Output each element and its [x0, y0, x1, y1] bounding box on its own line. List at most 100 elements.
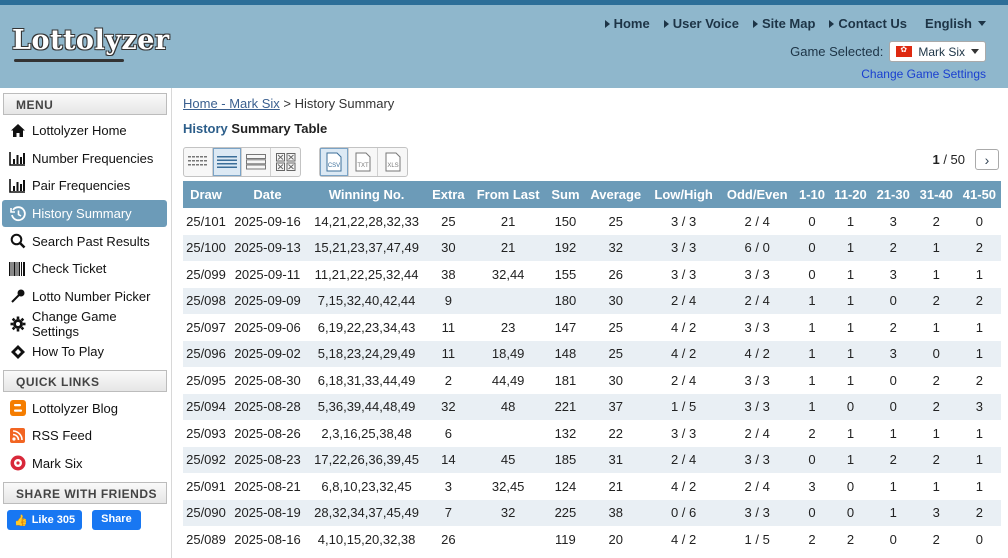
table-header-row: Draw Date Winning No. Extra From Last Sum Aver…	[183, 181, 1001, 208]
change-game-settings-link[interactable]: Change Game Settings	[861, 67, 986, 81]
column-header[interactable]: Extra	[427, 181, 470, 208]
table-cell: 7	[427, 499, 470, 526]
export-csv-button[interactable]: CSV	[320, 148, 349, 176]
top-nav: Home User Voice Site Map Contact Us Engl…	[604, 16, 986, 31]
svg-text:CSV: CSV	[328, 163, 340, 169]
nav-home[interactable]: Home	[604, 16, 650, 31]
table-cell: 1	[829, 261, 872, 288]
table-cell: 1	[957, 420, 1001, 447]
table-row: 25/092 2025-08-23 17,22,26,36,39,45 14 45 185…	[183, 446, 1001, 473]
sidebar-item-search-past-results[interactable]: Search Past Results	[2, 227, 167, 255]
breadcrumb-current: History Summary	[294, 96, 395, 111]
list-view-button[interactable]	[213, 148, 242, 176]
breadcrumb-home-link[interactable]: Home - Mark Six	[183, 96, 280, 111]
logo-text: Lottolyzer	[12, 25, 170, 56]
table-row: 25/099 2025-09-11 11,21,22,25,32,44 38 32,44…	[183, 261, 1001, 288]
table-cell: 30	[584, 287, 648, 314]
sidebar-item-number-frequencies[interactable]: Number Frequencies	[2, 145, 167, 173]
column-header[interactable]: Draw	[183, 181, 229, 208]
table-cell: 1	[794, 367, 830, 394]
table-cell: 2	[957, 234, 1001, 261]
table-cell: 25/094	[183, 393, 229, 420]
nav-contact-us[interactable]: Contact Us	[829, 16, 907, 31]
table-cell: 32,44	[469, 261, 547, 288]
table-cell: 221	[546, 393, 585, 420]
table-cell: 2 / 4	[647, 446, 720, 473]
column-header[interactable]: 31-40	[914, 181, 958, 208]
compact-view-button[interactable]	[184, 148, 213, 176]
game-select-button[interactable]: Mark Six	[889, 41, 986, 62]
table-cell: 15,21,23,37,47,49	[305, 234, 428, 261]
table-cell: 3 / 3	[647, 261, 720, 288]
sidebar-item-change-game-settings[interactable]: Change Game Settings	[2, 309, 167, 339]
table-cell: 1 / 5	[719, 526, 795, 553]
table-cell: 0	[794, 499, 830, 526]
arrow-right-icon	[604, 19, 610, 28]
sidebar-item-rss-feed[interactable]: RSS Feed	[2, 422, 167, 450]
column-header[interactable]: 11-20	[829, 181, 872, 208]
facebook-share-button[interactable]: Share	[92, 510, 141, 531]
table-cell: 225	[546, 499, 585, 526]
facebook-like-button[interactable]: 👍 Like 305	[7, 510, 83, 531]
table-cell: 1	[871, 420, 915, 447]
boxed-view-button[interactable]	[242, 148, 271, 176]
sidebar-item-mark-six[interactable]: Mark Six	[2, 450, 167, 478]
table-cell: 0	[794, 261, 830, 288]
column-header[interactable]: 21-30	[871, 181, 915, 208]
table-cell: 0	[957, 526, 1001, 553]
table-cell: 2	[957, 287, 1001, 314]
export-txt-button[interactable]: TXT	[349, 148, 378, 176]
site-logo[interactable]: Lottolyzer	[12, 25, 170, 62]
search-icon	[9, 233, 26, 250]
table-row: 25/089 2025-08-16 4,10,15,20,32,38 26 119 20 4…	[183, 526, 1001, 553]
column-header[interactable]: Low/High	[647, 181, 720, 208]
sidebar-item-history-summary[interactable]: History Summary	[2, 199, 167, 228]
table-cell: 4,10,15,20,32,38	[305, 526, 428, 553]
column-header[interactable]: Date	[229, 181, 306, 208]
table-cell: 45	[469, 446, 547, 473]
sidebar-item-how-to-play[interactable]: How To Play	[2, 338, 167, 366]
grid-balls-view-button[interactable]	[271, 148, 300, 176]
social-buttons: 👍 Like 305 Share	[0, 504, 171, 531]
table-body: 25/101 2025-09-16 14,21,22,28,32,33 25 21 150…	[183, 208, 1001, 553]
nav-site-map[interactable]: Site Map	[752, 16, 815, 31]
table-cell: 3 / 3	[719, 367, 795, 394]
sidebar-item-lotto-number-picker[interactable]: Lotto Number Picker	[2, 283, 167, 311]
table-cell: 14	[427, 446, 470, 473]
svg-text:XLS: XLS	[387, 163, 398, 169]
table-cell: 181	[546, 367, 585, 394]
column-header[interactable]: From Last	[469, 181, 547, 208]
table-cell: 1	[871, 473, 915, 500]
table-cell: 6,19,22,23,34,43	[305, 314, 428, 341]
column-header[interactable]: 1-10	[794, 181, 830, 208]
table-row: 25/097 2025-09-06 6,19,22,23,34,43 11 23 147 2…	[183, 314, 1001, 341]
column-header[interactable]: Average	[584, 181, 648, 208]
sidebar-item-lottolyzer-blog[interactable]: Lottolyzer Blog	[2, 394, 167, 422]
share-section-title: SHARE WITH FRIENDS	[3, 482, 167, 505]
box-rows-icon	[246, 154, 266, 170]
column-header[interactable]: 41-50	[957, 181, 1001, 208]
table-cell: 32,45	[469, 473, 547, 500]
column-header[interactable]: Winning No.	[305, 181, 428, 208]
table-cell: 0	[829, 473, 872, 500]
sidebar-item-pair-frequencies[interactable]: Pair Frequencies	[2, 172, 167, 200]
table-cell	[469, 526, 547, 553]
table-cell: 1	[871, 499, 915, 526]
column-header[interactable]: Odd/Even	[719, 181, 795, 208]
table-cell: 180	[546, 287, 585, 314]
next-page-button[interactable]: ›	[975, 149, 999, 170]
bar-chart-icon	[9, 177, 26, 194]
table-cell: 1	[829, 420, 872, 447]
sidebar-item-check-ticket[interactable]: Check Ticket	[2, 255, 167, 283]
page-indicator: 1 / 50	[932, 152, 965, 167]
sidebar-item-home[interactable]: Lottolyzer Home	[2, 117, 167, 145]
table-cell: 1	[829, 208, 872, 235]
column-header[interactable]: Sum	[546, 181, 585, 208]
table-cell: 1	[914, 261, 958, 288]
nav-user-voice[interactable]: User Voice	[663, 16, 739, 31]
table-cell: 44,49	[469, 367, 547, 394]
export-xls-button[interactable]: XLS	[378, 148, 407, 176]
language-dropdown[interactable]: English	[925, 16, 986, 31]
table-cell	[469, 287, 547, 314]
game-selector: Game Selected: Mark Six	[790, 41, 986, 62]
